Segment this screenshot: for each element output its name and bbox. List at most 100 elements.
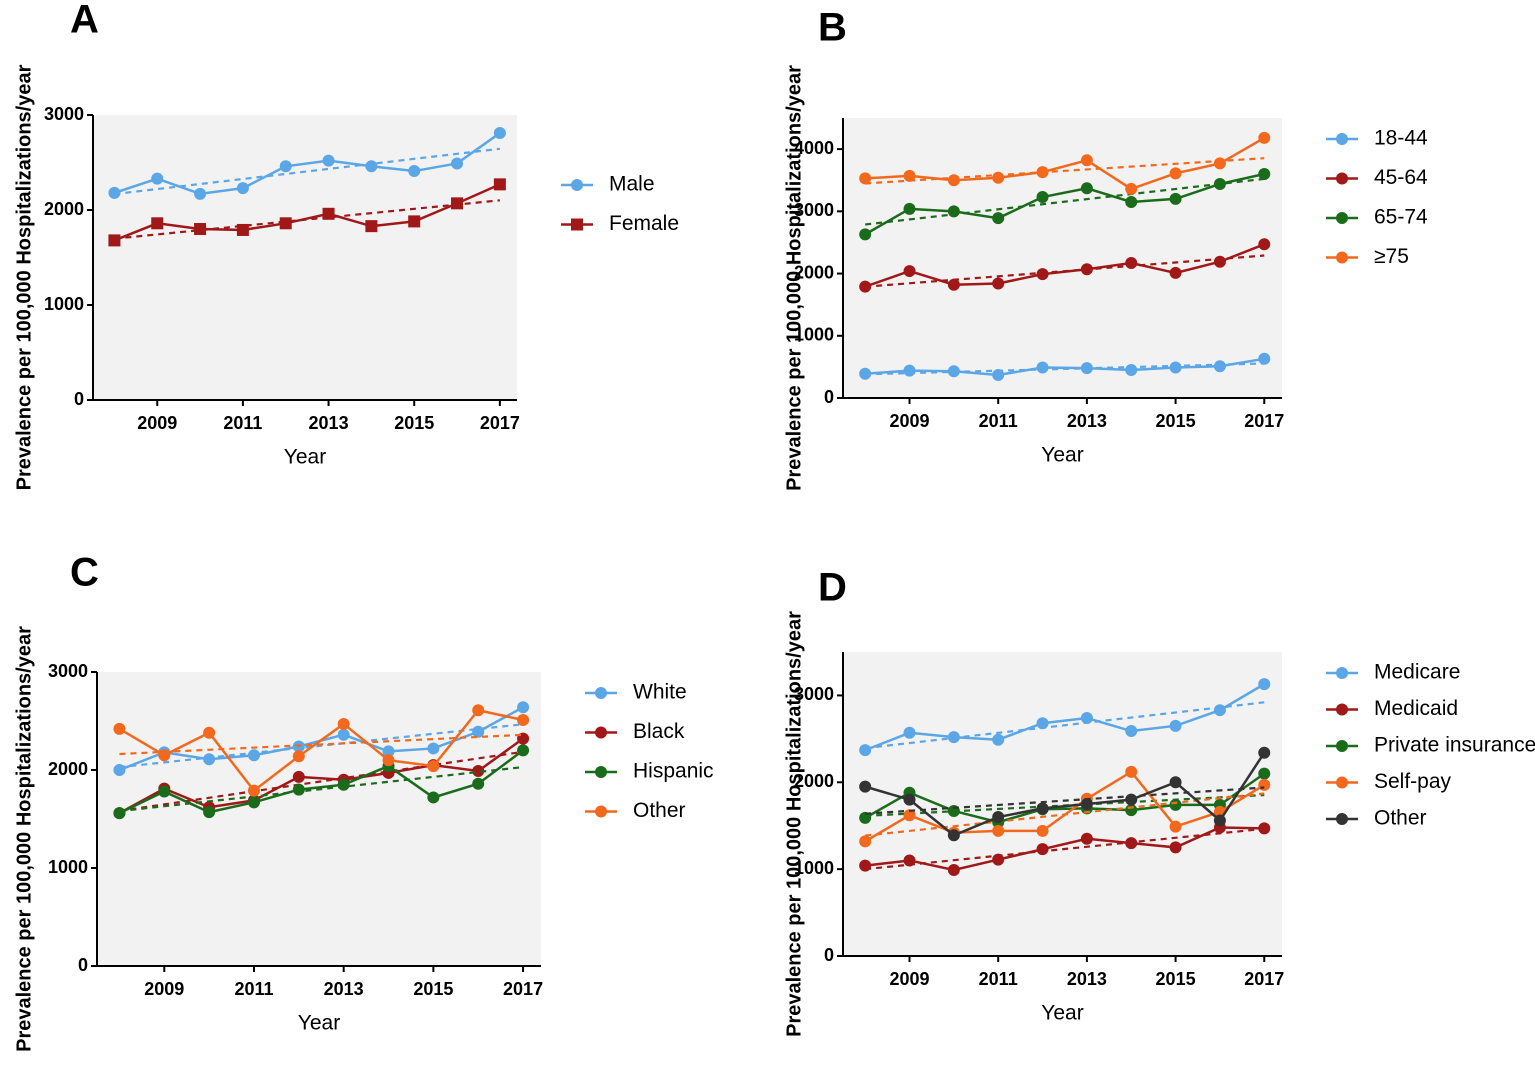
series-line xyxy=(864,772,1265,824)
point xyxy=(203,753,216,766)
x-tick-label: 2017 xyxy=(1244,411,1284,431)
point xyxy=(292,783,305,796)
y-tick-label: 2000 xyxy=(48,759,88,779)
legend-marker xyxy=(1336,172,1348,185)
point xyxy=(903,169,916,182)
x-tick-label: 2009 xyxy=(137,413,177,433)
y-tick-label: 0 xyxy=(824,387,834,407)
x-tick-label: 2011 xyxy=(979,411,1018,431)
x-tick-label: 2011 xyxy=(979,969,1018,989)
trend-line xyxy=(865,701,1265,750)
point xyxy=(992,811,1005,824)
y-tick-label: 1000 xyxy=(48,857,88,877)
point xyxy=(472,764,485,777)
point xyxy=(1036,802,1049,815)
y-tick-label: 3000 xyxy=(794,200,834,220)
legend-label: Medicare xyxy=(1374,661,1460,684)
point xyxy=(992,733,1005,746)
point xyxy=(859,835,872,848)
point xyxy=(1036,824,1049,837)
point xyxy=(337,728,350,741)
x-tick-label: 2013 xyxy=(1067,969,1107,989)
point xyxy=(859,744,872,757)
point xyxy=(1258,778,1271,791)
point xyxy=(1125,256,1138,269)
legend-marker xyxy=(595,805,607,818)
legend-marker xyxy=(595,766,607,778)
point xyxy=(859,280,872,293)
point xyxy=(1169,167,1182,180)
legend-label: Other xyxy=(633,799,686,822)
panel-label: C xyxy=(70,551,99,595)
y-tick-label: 3000 xyxy=(794,684,834,704)
y-tick-label: 0 xyxy=(78,955,88,975)
point xyxy=(337,717,350,730)
point xyxy=(1213,704,1226,717)
point xyxy=(1125,725,1138,738)
x-tick-label: 2015 xyxy=(394,413,434,433)
panel-label: B xyxy=(818,6,847,50)
point xyxy=(947,864,960,877)
point xyxy=(113,722,126,735)
y-tick-label: 3000 xyxy=(48,661,88,681)
point xyxy=(992,212,1005,225)
legend-label: Male xyxy=(609,173,655,196)
point xyxy=(1258,822,1271,835)
x-axis-label: Year xyxy=(284,446,326,469)
point xyxy=(292,770,305,783)
point xyxy=(1258,168,1271,180)
y-tick-label: 3000 xyxy=(44,104,84,124)
point xyxy=(1169,820,1182,833)
point xyxy=(947,829,960,842)
point xyxy=(247,796,260,809)
point xyxy=(408,165,421,178)
legend-label: Private insurance xyxy=(1374,734,1535,757)
y-tick-label: 2000 xyxy=(794,262,834,282)
x-tick-label: 2009 xyxy=(889,411,929,431)
point xyxy=(236,223,249,236)
y-tick-label: 1000 xyxy=(794,858,834,878)
point xyxy=(1258,352,1271,365)
point xyxy=(1036,843,1049,856)
legend-label: 45-64 xyxy=(1374,166,1428,189)
legend-marker xyxy=(1336,776,1348,789)
point xyxy=(203,726,216,739)
point xyxy=(1036,166,1049,179)
x-tick-label: 2009 xyxy=(889,969,929,989)
point xyxy=(1213,177,1226,190)
point xyxy=(1258,131,1271,144)
point xyxy=(992,277,1005,290)
legend-marker xyxy=(1336,251,1348,264)
legend-label: Black xyxy=(633,720,685,743)
point xyxy=(247,784,260,797)
x-tick-label: 2013 xyxy=(1067,411,1107,431)
point xyxy=(1169,776,1182,789)
point xyxy=(322,154,335,167)
trend-line xyxy=(865,177,1265,226)
point xyxy=(1125,793,1138,806)
point xyxy=(1125,837,1138,850)
series-line xyxy=(118,737,524,815)
point xyxy=(203,806,216,819)
series-line xyxy=(864,752,1266,837)
x-axis-label: Year xyxy=(298,1012,340,1035)
point xyxy=(427,760,440,773)
point xyxy=(236,182,249,195)
plot-area xyxy=(97,672,541,966)
point xyxy=(151,217,164,230)
legend-marker xyxy=(1336,813,1348,825)
legend-marker xyxy=(571,179,583,191)
point xyxy=(1169,719,1182,732)
point xyxy=(1213,814,1226,827)
series-line xyxy=(114,132,501,196)
point xyxy=(108,186,121,199)
trend-line xyxy=(119,766,524,813)
point xyxy=(1258,746,1271,759)
point xyxy=(1169,841,1182,854)
y-axis-label: Prevalence per 100,000 Hospitalizations/… xyxy=(13,626,35,1052)
y-tick-label: 1000 xyxy=(794,325,834,345)
point xyxy=(1080,362,1093,375)
series-line xyxy=(113,183,501,242)
legend-marker xyxy=(1336,740,1348,752)
panel-label: D xyxy=(818,566,847,610)
